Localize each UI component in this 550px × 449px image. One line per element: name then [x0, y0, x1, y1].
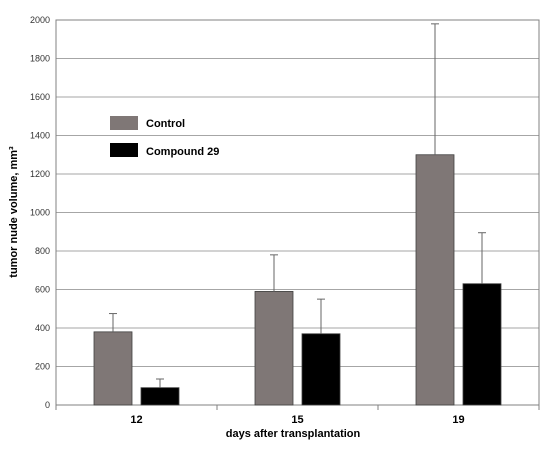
legend-swatch-control — [110, 116, 138, 130]
plot-area-frame — [55, 19, 540, 406]
error-bars — [109, 23, 486, 388]
y-tick-label: 600 — [35, 285, 50, 295]
y-tick-label: 800 — [35, 246, 50, 256]
y-tick-label: 400 — [35, 323, 50, 333]
x-tick-label: 15 — [291, 414, 303, 426]
bar-control-day-19 — [415, 154, 455, 406]
x-axis-ticks: 12 15 19 — [55, 405, 540, 426]
bar-control-day-15 — [254, 291, 294, 406]
legend-swatch-compound-29 — [110, 143, 138, 157]
x-tick-label: 12 — [130, 414, 142, 426]
bars — [93, 154, 502, 406]
y-tick-label: 200 — [35, 362, 50, 372]
bar-compound-29-day-15 — [301, 333, 341, 406]
legend: Control Compound 29 — [110, 116, 219, 158]
y-axis-ticks: 0 200 400 600 800 1000 1200 1400 1600 1800 2000 — [30, 15, 50, 410]
y-tick-label: 1200 — [30, 169, 50, 179]
y-tick-label: 1600 — [30, 92, 50, 102]
x-tick-label: 19 — [452, 414, 464, 426]
bar-compound-29-day-19 — [462, 283, 502, 406]
y-tick-label: 0 — [45, 400, 50, 410]
y-tick-label: 1800 — [30, 54, 50, 64]
legend-label-compound-29: Compound 29 — [146, 146, 219, 158]
y-tick-label: 1400 — [30, 131, 50, 141]
y-axis-title: tumor nude volume, mm³ — [8, 146, 20, 278]
legend-label-control: Control — [146, 118, 185, 130]
y-tick-label: 1000 — [30, 208, 50, 218]
bar-control-day-12 — [93, 331, 133, 406]
bar-compound-29-day-12 — [140, 387, 180, 406]
x-axis-title: days after transplantation — [226, 428, 361, 440]
y-tick-label: 2000 — [30, 15, 50, 25]
